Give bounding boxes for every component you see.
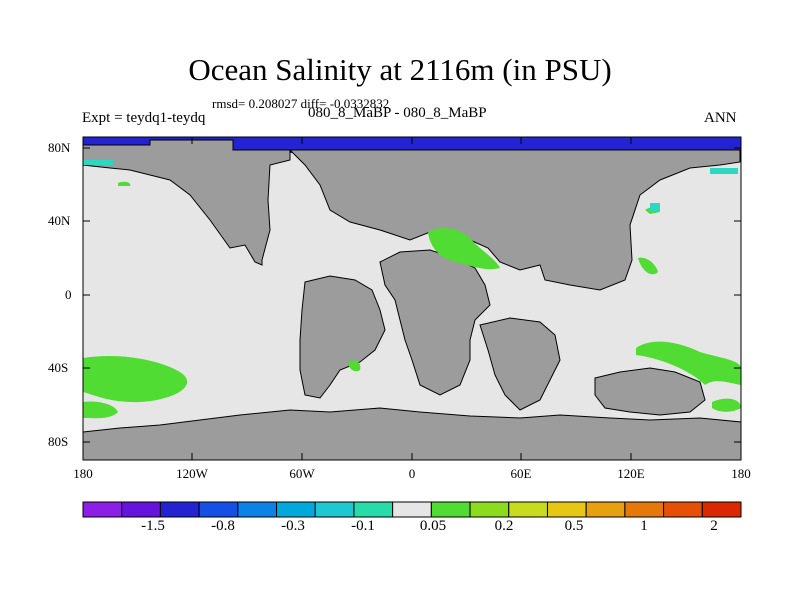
lat-label-80n: 80N xyxy=(48,140,71,155)
colorbar-swatch xyxy=(701,501,742,518)
positive-anomaly-south-pacific-small xyxy=(83,401,118,419)
positive-anomaly-south-pacific xyxy=(83,355,188,403)
colorbar xyxy=(82,501,742,518)
map-ticks xyxy=(83,137,741,460)
lon-label-60e: 60E xyxy=(510,466,532,481)
positive-anomaly-mediterranean xyxy=(428,228,500,270)
colorbar-swatch xyxy=(159,501,200,518)
lat-label-0: 0 xyxy=(65,287,72,302)
lon-label-120w: 120W xyxy=(176,466,208,481)
colorbar-swatch xyxy=(276,501,316,518)
positive-anomaly-north-atlantic xyxy=(118,181,131,186)
lon-label-0: 0 xyxy=(408,466,416,481)
colorbar-swatch xyxy=(546,501,587,518)
experiment-label: Expt = teydq1-teydq xyxy=(82,110,206,126)
colorbar-label: 0.5 xyxy=(564,518,584,534)
colorbar-label: 0.05 xyxy=(419,518,447,534)
landmass-australia xyxy=(594,367,706,416)
landmass-north-america xyxy=(82,139,291,266)
arctic-negative-band xyxy=(83,137,741,153)
colorbar-swatch xyxy=(469,501,510,518)
period-label: 080_8_MaBP - 080_8_MaBP xyxy=(308,105,487,121)
colorbar-label: 1 xyxy=(640,518,648,534)
lon-label-180-right: 180 xyxy=(731,466,751,481)
colorbar-swatch xyxy=(121,501,161,518)
lat-label-80s: 80S xyxy=(48,434,69,449)
positive-anomaly-south-atlantic xyxy=(348,360,361,372)
lon-label-180-left: 180 xyxy=(73,466,93,481)
positive-anomaly-west-pacific xyxy=(638,257,658,275)
colorbar-swatch xyxy=(237,501,278,518)
positive-anomaly-southeast-pacific xyxy=(712,398,741,412)
stats-label: rmsd= 0.208027 diff= -0.0332832 xyxy=(212,96,390,111)
colorbar-swatch xyxy=(430,501,471,518)
colorbar-swatch xyxy=(198,501,239,518)
colorbar-label: -0.8 xyxy=(211,518,235,534)
teal-anomaly-north-pacific xyxy=(650,203,660,211)
lat-label-40n: 40N xyxy=(48,213,71,228)
colorbar-label: -0.3 xyxy=(281,518,305,534)
colorbar-swatch xyxy=(585,501,626,518)
season-label: ANN xyxy=(704,110,737,126)
colorbar-label: 0.2 xyxy=(494,518,514,534)
positive-anomaly-southwest-pacific xyxy=(636,341,741,385)
teal-anomaly-west xyxy=(83,160,113,165)
lon-label-120e: 120E xyxy=(617,466,645,481)
landmass-east-africa xyxy=(479,317,561,411)
lat-label-40s: 40S xyxy=(48,360,69,375)
colorbar-swatch xyxy=(353,501,394,518)
colorbar-swatch xyxy=(82,501,123,518)
colorbar-swatch xyxy=(392,501,432,518)
colorbar-swatch xyxy=(314,501,355,518)
lon-label-60w: 60W xyxy=(289,466,315,481)
teal-anomaly-east xyxy=(710,168,738,174)
colorbar-swatch xyxy=(624,501,665,518)
colorbar-label: -1.5 xyxy=(141,518,165,534)
colorbar-label: -0.1 xyxy=(351,518,375,534)
colorbar-swatch xyxy=(663,501,703,518)
page-title: Ocean Salinity at 2116m (in PSU) xyxy=(188,52,612,87)
colorbar-swatch xyxy=(508,501,548,518)
colorbar-label: 2 xyxy=(710,518,718,534)
landmass-eurasia xyxy=(288,149,741,291)
